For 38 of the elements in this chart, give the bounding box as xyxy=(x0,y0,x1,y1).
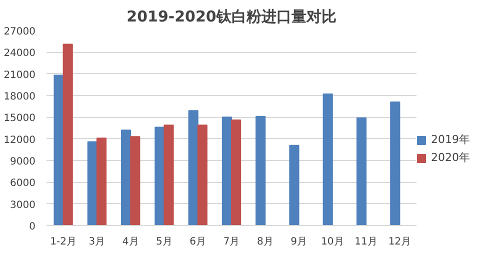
bar xyxy=(164,124,174,226)
bar xyxy=(289,144,300,226)
y-tick-label: 3000 xyxy=(10,200,36,211)
x-tick-label: 1-2月 xyxy=(50,236,76,248)
bar xyxy=(121,130,132,226)
y-tick-label: 18000 xyxy=(4,92,36,102)
x-tick-label: 10月 xyxy=(321,236,344,248)
bar xyxy=(390,102,400,226)
y-tick-label: 9000 xyxy=(10,156,36,168)
x-tick-label: 8月 xyxy=(256,236,274,248)
bar xyxy=(256,116,266,226)
x-tick-label: 12月 xyxy=(388,236,412,248)
x-tick-label: 4月 xyxy=(122,236,139,248)
legend-label: 2019年 xyxy=(431,132,470,147)
y-tick-label: 27000 xyxy=(4,26,36,38)
y-tick-label: 6000 xyxy=(10,178,36,190)
y-tick-label: 0 xyxy=(29,222,36,232)
x-tick-label: 3月 xyxy=(88,236,106,248)
y-tick-label: 15000 xyxy=(4,113,36,124)
bar xyxy=(197,124,208,226)
x-tick-label: 11月 xyxy=(354,236,378,248)
y-tick-label: 24000 xyxy=(4,48,36,60)
x-tick-label: 5月 xyxy=(156,236,172,248)
y-tick-label: 12000 xyxy=(4,134,36,146)
bar xyxy=(188,110,198,226)
x-tick-label: 9月 xyxy=(290,236,307,248)
bar xyxy=(231,120,242,226)
bar xyxy=(322,94,333,226)
bar xyxy=(130,136,140,226)
bar xyxy=(96,138,107,226)
bar xyxy=(356,117,367,226)
legend-label: 2020年 xyxy=(431,150,470,165)
y-tick-label: 21000 xyxy=(4,70,36,81)
x-tick-label: 6月 xyxy=(190,236,206,248)
bar xyxy=(62,44,73,226)
bar xyxy=(54,74,64,226)
x-tick-label: 7月 xyxy=(223,236,240,248)
chart-title: 2019-2020钛白粉进口量对比 xyxy=(126,8,336,26)
